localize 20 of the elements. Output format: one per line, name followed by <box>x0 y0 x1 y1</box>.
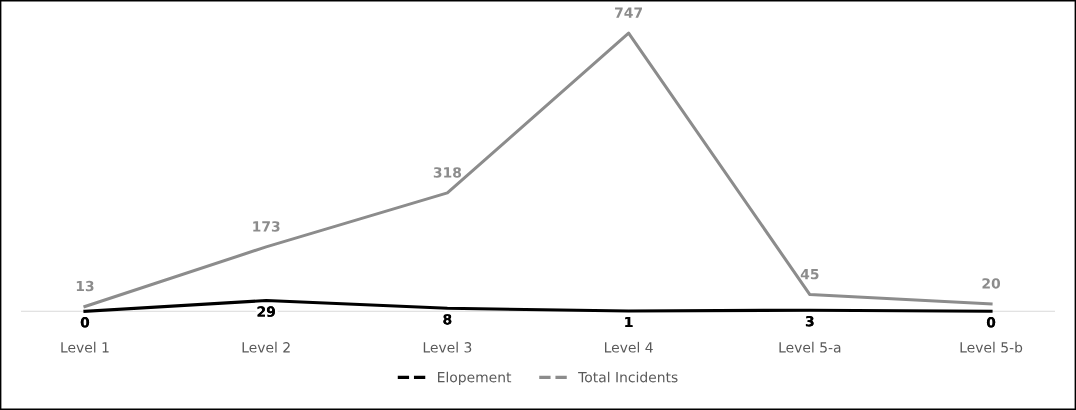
data-label: 318 <box>433 167 462 178</box>
data-label: 3 <box>805 315 814 327</box>
data-label: 1 <box>625 316 633 328</box>
data-label: 8 <box>443 314 452 325</box>
legend-label: Total Incidents <box>578 371 678 383</box>
data-label: 747 <box>615 7 642 18</box>
data-label: 13 <box>76 280 94 292</box>
data-label: 0 <box>80 317 90 328</box>
x-tick-label: Level 5-a <box>779 341 841 353</box>
x-tick-label: Level 1 <box>61 341 109 353</box>
legend-label: Elopement <box>438 371 512 386</box>
x-tick-label: Level 3 <box>423 341 472 353</box>
data-label: 29 <box>257 306 275 317</box>
x-tick-label: Level 5-b <box>960 341 1023 353</box>
data-label: 45 <box>800 269 819 280</box>
data-label: 20 <box>982 278 1001 289</box>
data-label: 0 <box>986 317 996 328</box>
x-tick-label: Level 2 <box>242 341 290 353</box>
x-tick-label: Level 4 <box>605 341 653 353</box>
data-label: 173 <box>253 221 280 232</box>
